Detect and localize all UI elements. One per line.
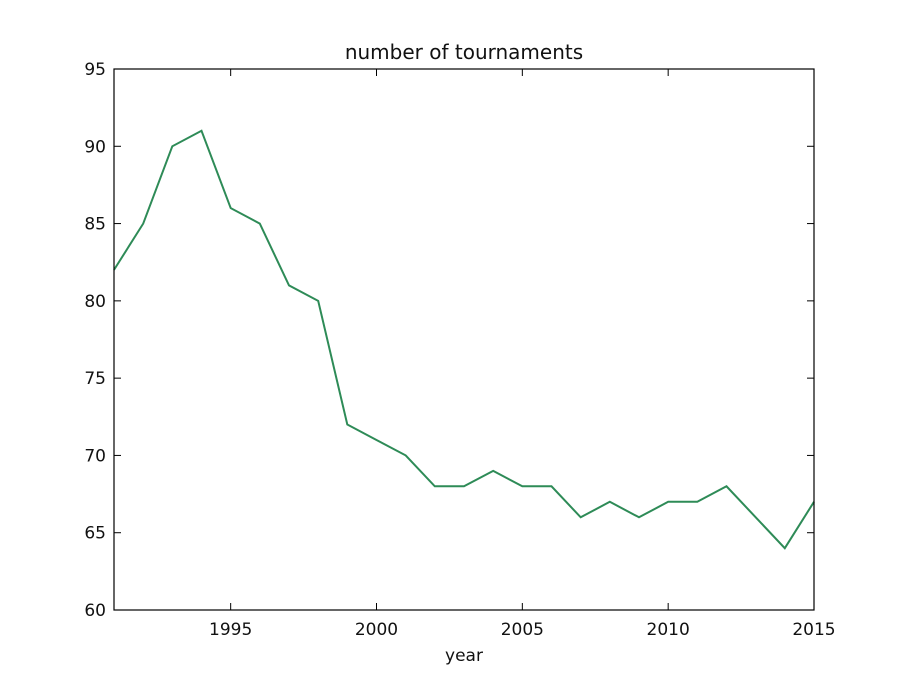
y-tick-label: 60	[84, 601, 106, 621]
y-tick-label: 85	[84, 215, 106, 235]
y-tick-label: 65	[84, 524, 106, 544]
y-tick-label: 80	[84, 292, 106, 312]
x-tick-label: 1995	[209, 620, 252, 640]
series-line	[113, 129, 815, 550]
x-tick-label: 2005	[501, 620, 544, 640]
y-tick-label: 70	[84, 446, 106, 466]
x-axis-ticks: 1995 2000 2005 2010 2015	[209, 69, 836, 640]
x-axis-label: year	[445, 646, 483, 666]
plot-frame	[113, 68, 815, 611]
y-axis-ticks: 60 65 70 75 80 85 90 95	[84, 60, 814, 621]
y-tick-label: 75	[84, 369, 106, 389]
chart-title: number of tournaments	[345, 40, 583, 64]
x-tick-label: 2000	[355, 620, 398, 640]
y-tick-label: 90	[84, 137, 106, 157]
x-tick-label: 2010	[647, 620, 690, 640]
x-tick-label: 2015	[792, 620, 835, 640]
y-tick-label: 95	[84, 60, 106, 80]
